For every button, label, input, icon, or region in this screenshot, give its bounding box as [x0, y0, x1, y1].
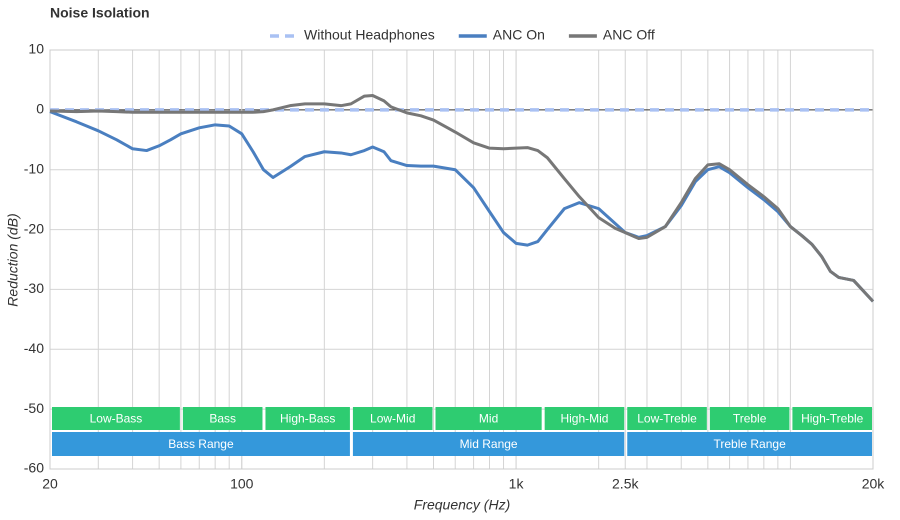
y-tick-label: 0: [36, 101, 44, 117]
y-tick-label: -20: [24, 220, 44, 236]
x-tick-label: 1k: [509, 476, 525, 492]
plot-border: [49, 49, 874, 470]
y-tick-label: -50: [24, 400, 44, 416]
x-tick-label: 2.5k: [612, 476, 639, 492]
series-line: [49, 93, 875, 303]
band-label: Mid Range: [460, 437, 518, 451]
x-axis-label: Frequency (Hz): [414, 497, 510, 513]
band-label: Treble Range: [713, 437, 786, 451]
band-label: High-Bass: [280, 412, 335, 426]
y-tick-label: -40: [24, 340, 44, 356]
series-line: [49, 110, 875, 303]
x-tick-label: 20k: [862, 476, 886, 492]
chart-title: Noise Isolation: [50, 5, 150, 21]
band-label: Low-Bass: [90, 412, 143, 426]
band-label: Low-Mid: [370, 412, 415, 426]
y-axis-label: Reduction (dB): [5, 213, 21, 306]
band-box: [627, 407, 707, 430]
band-box: [52, 407, 180, 430]
band-label: High-Mid: [560, 412, 608, 426]
band-label: Low-Treble: [637, 412, 697, 426]
y-tick-label: -10: [24, 160, 44, 176]
legend-label: ANC Off: [603, 27, 655, 43]
band-box: [52, 432, 350, 456]
band-label: Bass Range: [168, 437, 234, 451]
band-box: [544, 407, 625, 430]
band-box: [352, 407, 433, 430]
legend-label: Without Headphones: [304, 27, 435, 43]
band-box: [182, 407, 263, 430]
y-tick-label: -60: [24, 460, 44, 476]
x-tick-label: 100: [230, 476, 254, 492]
band-label: Treble: [733, 412, 767, 426]
band-label: Bass: [209, 412, 236, 426]
x-tick-label: 20: [42, 476, 58, 492]
band-box: [792, 407, 872, 430]
y-tick-label: -30: [24, 280, 44, 296]
band-label: High-Treble: [801, 412, 864, 426]
band-box: [709, 407, 790, 430]
legend-label: ANC On: [493, 27, 545, 43]
band-box: [352, 432, 625, 456]
y-tick-label: 10: [28, 41, 44, 57]
band-label: Mid: [479, 412, 498, 426]
band-box: [265, 407, 350, 430]
band-box: [435, 407, 542, 430]
band-box: [627, 432, 872, 456]
